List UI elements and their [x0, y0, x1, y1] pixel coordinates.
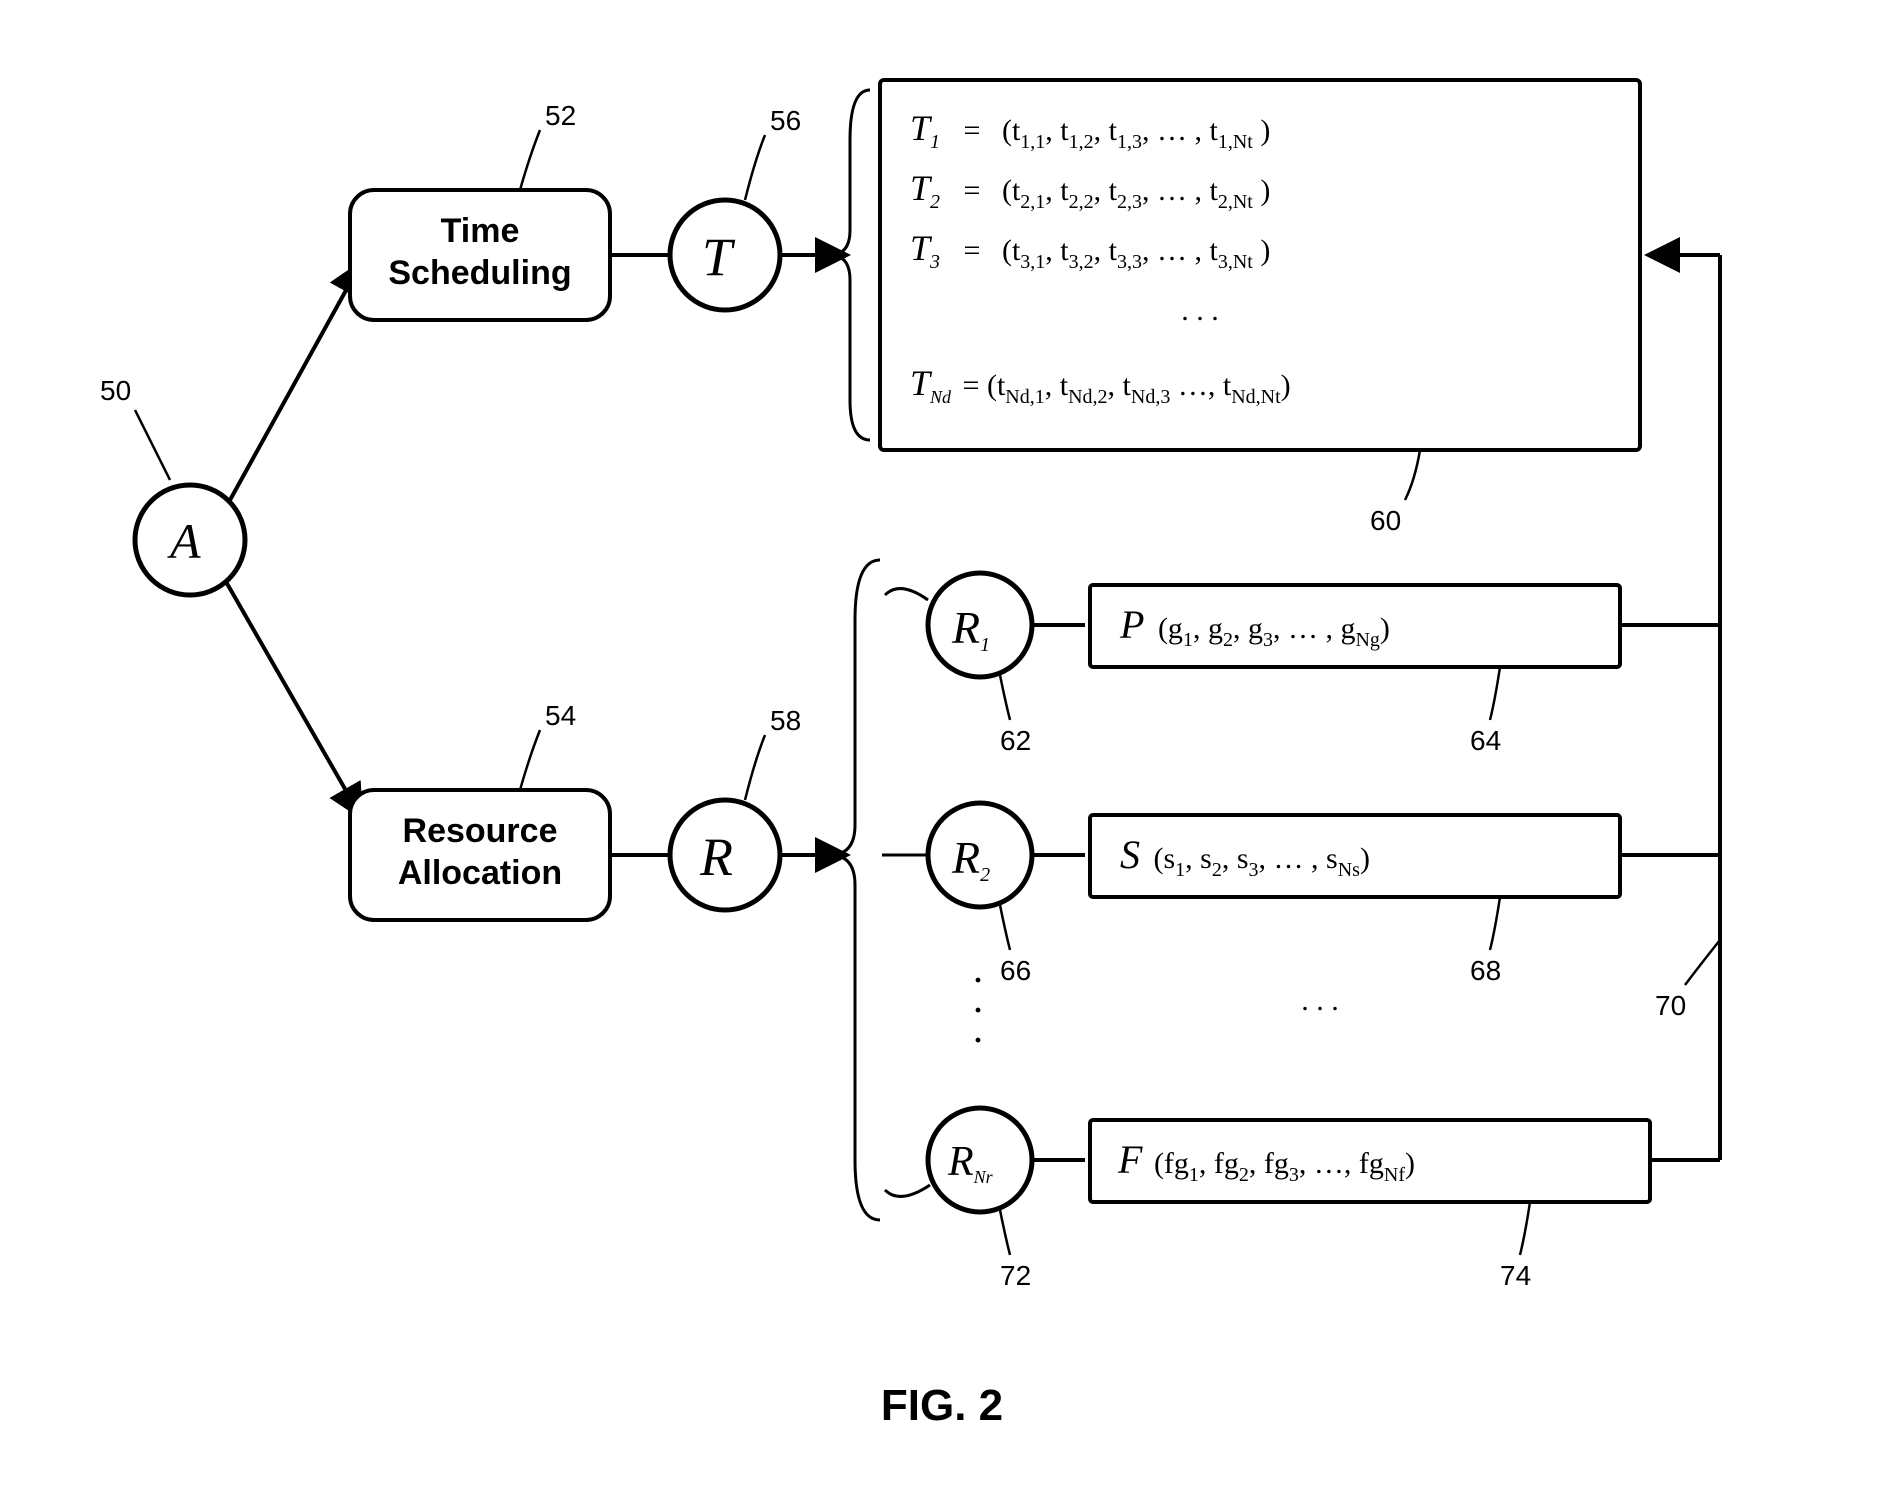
- node-resource-allocation: Resource Allocation: [350, 790, 610, 920]
- brace-t: [830, 90, 870, 440]
- node-p: P (g1, g2, g3, … , gNg): [1090, 585, 1620, 667]
- node-r: R: [670, 800, 780, 910]
- edge-a-ra: [225, 580, 360, 815]
- node-time-scheduling: Time Scheduling: [350, 190, 610, 320]
- ref-50: 50: [100, 375, 170, 480]
- node-r2: R2: [928, 803, 1032, 907]
- node-a: A: [135, 485, 245, 595]
- ref-56: 56: [745, 105, 801, 200]
- node-t-equations: T1 = (t1,1, t1,2, t1,3, … , t1,Nt ) T2 =…: [880, 80, 1640, 450]
- svg-text:T: T: [702, 227, 736, 287]
- svg-text:54: 54: [545, 700, 576, 731]
- edge-a-ts: [230, 265, 360, 500]
- svg-text:60: 60: [1370, 505, 1401, 536]
- ref-58: 58: [745, 705, 801, 800]
- svg-text:. . .: . . .: [1181, 294, 1219, 327]
- svg-text:Time: Time: [441, 212, 520, 250]
- svg-text:68: 68: [1470, 955, 1501, 986]
- node-rnr: RNr: [928, 1108, 1032, 1212]
- stub-rnr: [885, 1185, 930, 1196]
- ref-54: 54: [520, 700, 576, 790]
- ref-62: 62: [1000, 675, 1031, 756]
- svg-text:Scheduling: Scheduling: [388, 254, 571, 292]
- ref-74: 74: [1500, 1202, 1531, 1291]
- figure-label: FIG. 2: [881, 1381, 1003, 1430]
- ref-66: 66: [1000, 905, 1031, 986]
- ref-52: 52: [520, 100, 576, 190]
- svg-text:·: ·: [973, 1024, 983, 1057]
- ellipsis-r: ·: [973, 964, 983, 997]
- node-r1: R1: [928, 573, 1032, 677]
- svg-text:52: 52: [545, 100, 576, 131]
- svg-text:56: 56: [770, 105, 801, 136]
- svg-text:70: 70: [1655, 990, 1686, 1021]
- ref-68: 68: [1470, 897, 1501, 986]
- ellipsis-boxes: . . .: [1301, 984, 1339, 1017]
- stub-r1: [885, 589, 928, 600]
- node-s: S (s1, s2, s3, … , sNs): [1090, 815, 1620, 897]
- ref-72: 72: [1000, 1210, 1031, 1291]
- svg-text:62: 62: [1000, 725, 1031, 756]
- svg-text:50: 50: [100, 375, 131, 406]
- svg-text:R: R: [699, 827, 733, 887]
- node-t: T: [670, 200, 780, 310]
- ref-60: 60: [1370, 450, 1420, 536]
- svg-text:74: 74: [1500, 1260, 1531, 1291]
- svg-text:72: 72: [1000, 1260, 1031, 1291]
- svg-text:·: ·: [973, 994, 983, 1027]
- svg-text:58: 58: [770, 705, 801, 736]
- ref-64: 64: [1470, 667, 1501, 756]
- svg-text:Resource: Resource: [403, 812, 558, 850]
- svg-text:64: 64: [1470, 725, 1501, 756]
- node-a-label: A: [167, 513, 201, 569]
- svg-text:66: 66: [1000, 955, 1031, 986]
- brace-r: [830, 560, 880, 1220]
- ref-70: 70: [1655, 940, 1720, 1021]
- svg-text:Allocation: Allocation: [398, 854, 562, 892]
- node-f: F (fg1, fg2, fg3, …, fgNf): [1090, 1120, 1650, 1202]
